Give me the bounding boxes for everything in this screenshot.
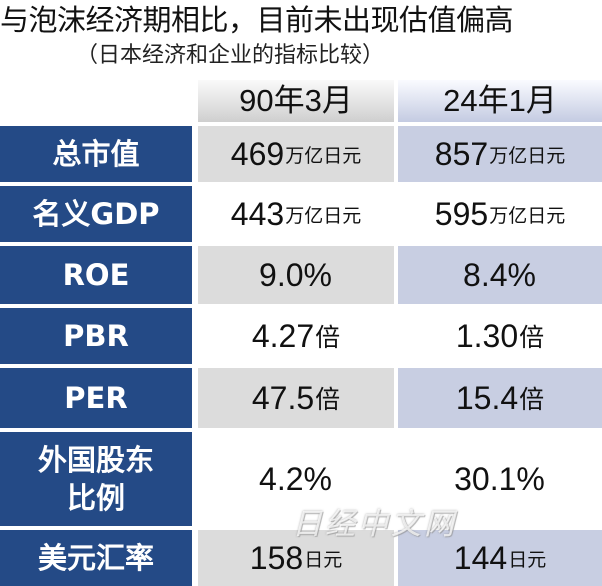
cell-number: 4.27 <box>251 317 315 354</box>
row-label: 美元汇率 <box>0 530 192 586</box>
cell-1990-value: 4.2% <box>198 432 394 526</box>
cell-number: 30.1% <box>454 460 545 497</box>
table-row-roe: ROE 9.0% 8.4% <box>0 246 602 304</box>
table-row-nominal-gdp: 名义GDP 443 万亿日元 595 万亿日元 <box>0 186 602 242</box>
table-row-per: PER 47.5 倍 15.4 倍 <box>0 368 602 428</box>
cell-unit: 倍 <box>315 385 341 414</box>
table-row-usd-exchange-rate: 美元汇率 158 日元 144 日元 <box>0 530 602 586</box>
cell-number: 158 <box>249 539 304 576</box>
cell-number: 47.5 <box>251 379 315 416</box>
cell-number: 8.4% <box>463 256 536 293</box>
cell-number: 4.2% <box>259 460 332 497</box>
cell-unit: 日元 <box>508 548 547 571</box>
cell-number: 9.0% <box>259 256 332 293</box>
cell-2024-value: 8.4% <box>398 246 602 304</box>
cell-number: 144 <box>453 539 508 576</box>
row-label: 名义GDP <box>0 186 192 242</box>
cell-number: 443 <box>230 195 285 232</box>
cell-2024-value: 144 日元 <box>398 530 602 586</box>
cell-number: 595 <box>434 195 489 232</box>
table-row-market-cap: 总市值 469 万亿日元 857 万亿日元 <box>0 126 602 182</box>
cell-number: 469 <box>230 135 285 172</box>
column-header-2024-january: 24年1月 <box>398 80 602 122</box>
page-subtitle: （日本经济和企业的指标比较） <box>76 43 385 68</box>
cell-unit: 倍 <box>519 385 545 414</box>
cell-unit: 万亿日元 <box>489 204 566 227</box>
table-row-pbr: PBR 4.27 倍 1.30 倍 <box>0 308 602 364</box>
cell-1990-value: 158 日元 <box>198 530 394 586</box>
table-row-foreign-shareholders: 外国股东 比例 4.2% 30.1% <box>0 432 602 526</box>
cell-1990-value: 443 万亿日元 <box>198 186 394 242</box>
cell-unit: 万亿日元 <box>285 204 362 227</box>
cell-2024-value: 1.30 倍 <box>398 308 602 364</box>
row-label: 外国股东 比例 <box>0 432 192 526</box>
cell-1990-value: 47.5 倍 <box>198 368 394 428</box>
cell-number: 15.4 <box>455 379 519 416</box>
row-label: 总市值 <box>0 126 192 182</box>
cell-2024-value: 15.4 倍 <box>398 368 602 428</box>
cell-unit: 日元 <box>304 548 343 571</box>
cell-2024-value: 30.1% <box>398 432 602 526</box>
cell-2024-value: 595 万亿日元 <box>398 186 602 242</box>
row-label: PER <box>0 368 192 428</box>
cell-number: 857 <box>434 135 489 172</box>
column-header-1990-march: 90年3月 <box>198 80 394 122</box>
cell-unit: 万亿日元 <box>489 144 566 167</box>
cell-2024-value: 857 万亿日元 <box>398 126 602 182</box>
cell-unit: 倍 <box>315 323 341 352</box>
cell-unit: 万亿日元 <box>285 144 362 167</box>
cell-number: 1.30 <box>455 317 519 354</box>
cell-1990-value: 9.0% <box>198 246 394 304</box>
cell-1990-value: 469 万亿日元 <box>198 126 394 182</box>
cell-1990-value: 4.27 倍 <box>198 308 394 364</box>
page-title: 与泡沫经济期相比，目前未出现估值偏高 <box>0 3 514 37</box>
row-label: ROE <box>0 246 192 304</box>
cell-unit: 倍 <box>519 323 545 352</box>
row-label: PBR <box>0 308 192 364</box>
